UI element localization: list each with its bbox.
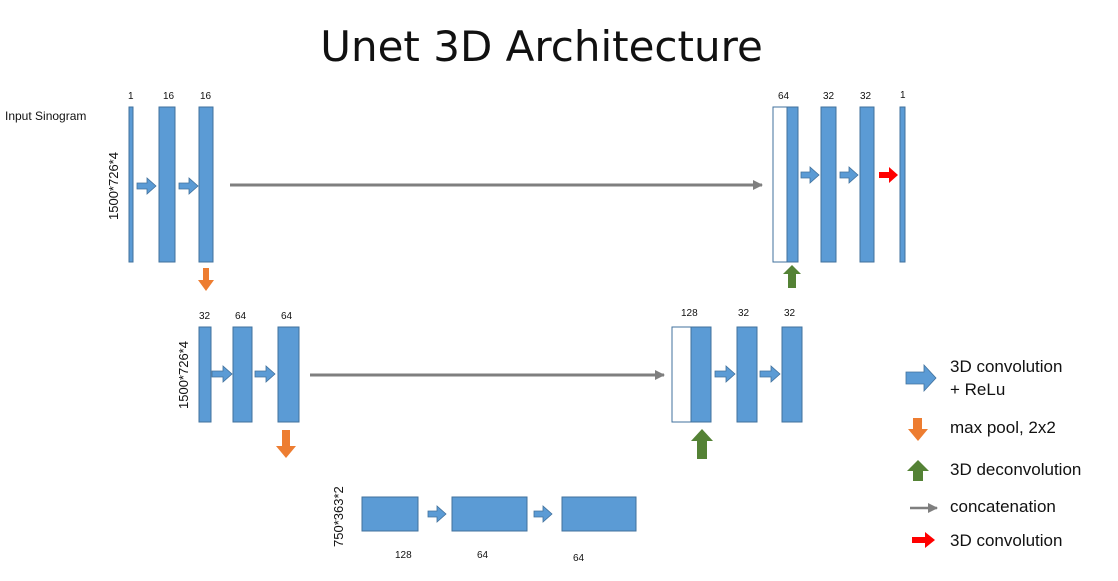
conv-relu-arrow-icon (136, 177, 157, 195)
channel-label: 32 (784, 308, 796, 319)
legend-conv-relu-icon (905, 363, 937, 393)
legend-conv-relu-line1: 3D convolution (950, 357, 1063, 376)
l1-block-concat-empty (772, 106, 788, 263)
channel-label: 64 (235, 311, 247, 322)
channel-label: 32 (860, 91, 872, 102)
channel-label: 16 (200, 91, 212, 102)
channel-label: 32 (823, 91, 835, 102)
l1-block-conv2 (198, 106, 214, 263)
dim-label-level3: 750*363*2 (331, 486, 346, 547)
legend-concat-text: concatenation (950, 497, 1056, 516)
channel-label: 64 (281, 311, 293, 322)
channel-label: 64 (778, 91, 790, 102)
l2-block-conv2 (277, 326, 300, 423)
channel-label: 128 (681, 308, 698, 319)
l1-block-output (899, 106, 906, 263)
conv-relu-arrow-icon (800, 166, 820, 184)
deconv-arrow-icon (783, 265, 801, 288)
legend-conv-relu-line2: + ReLu (950, 380, 1006, 399)
l2-block-upconv (690, 326, 712, 423)
conv-relu-arrow-icon (178, 177, 199, 195)
channel-label: 64 (477, 550, 489, 561)
legend-maxpool-text: max pool, 2x2 (950, 418, 1056, 437)
l1-block-conv1 (158, 106, 176, 263)
conv-relu-arrow-icon (254, 365, 276, 383)
page-title: Unet 3D Architecture (320, 22, 763, 71)
l1-block-dec1 (820, 106, 837, 263)
l2-block-dec2 (781, 326, 803, 423)
conv-relu-arrow-icon (839, 166, 859, 184)
channel-label: 32 (738, 308, 750, 319)
l3-block-2 (451, 496, 528, 532)
maxpool-arrow-icon (198, 268, 214, 291)
dim-label-level2: 1500*726*4 (176, 341, 191, 409)
legend-conv-relu-text: 3D convolution + ReLu (950, 355, 1062, 401)
maxpool-arrow-icon (276, 430, 296, 458)
legend-deconv-text: 3D deconvolution (950, 460, 1082, 479)
l1-block-input (128, 106, 134, 263)
channel-label: 32 (199, 311, 211, 322)
l3-block-3 (561, 496, 637, 532)
input-sinogram-label: Input Sinogram (5, 109, 87, 123)
channel-label: 1 (128, 91, 134, 102)
deconv-arrow-icon (691, 429, 713, 459)
conv-relu-arrow-icon (759, 365, 781, 383)
l2-block-conv1 (232, 326, 253, 423)
channel-label: 1 (900, 90, 906, 101)
channel-label: 16 (163, 91, 175, 102)
l1-block-upconv (786, 106, 799, 263)
legend-conv-icon (912, 532, 935, 548)
conv-relu-arrow-icon (714, 365, 736, 383)
channel-label: 64 (573, 553, 585, 564)
legend-deconv-icon (907, 460, 929, 481)
conv-relu-arrow-icon (533, 505, 553, 523)
conv-relu-arrow-icon (427, 505, 447, 523)
channel-label: 128 (395, 550, 412, 561)
l2-block-concat-empty (671, 326, 692, 423)
l2-block-pool (198, 326, 212, 423)
dim-label-level1: 1500*726*4 (106, 152, 121, 220)
l2-block-dec1 (736, 326, 758, 423)
legend-maxpool-icon (908, 418, 928, 441)
l1-block-dec2 (859, 106, 875, 263)
legend-conv-text: 3D convolution (950, 531, 1063, 550)
conv-relu-arrow-icon (211, 365, 233, 383)
l3-block-1 (361, 496, 419, 532)
conv-arrow-icon (879, 167, 898, 183)
